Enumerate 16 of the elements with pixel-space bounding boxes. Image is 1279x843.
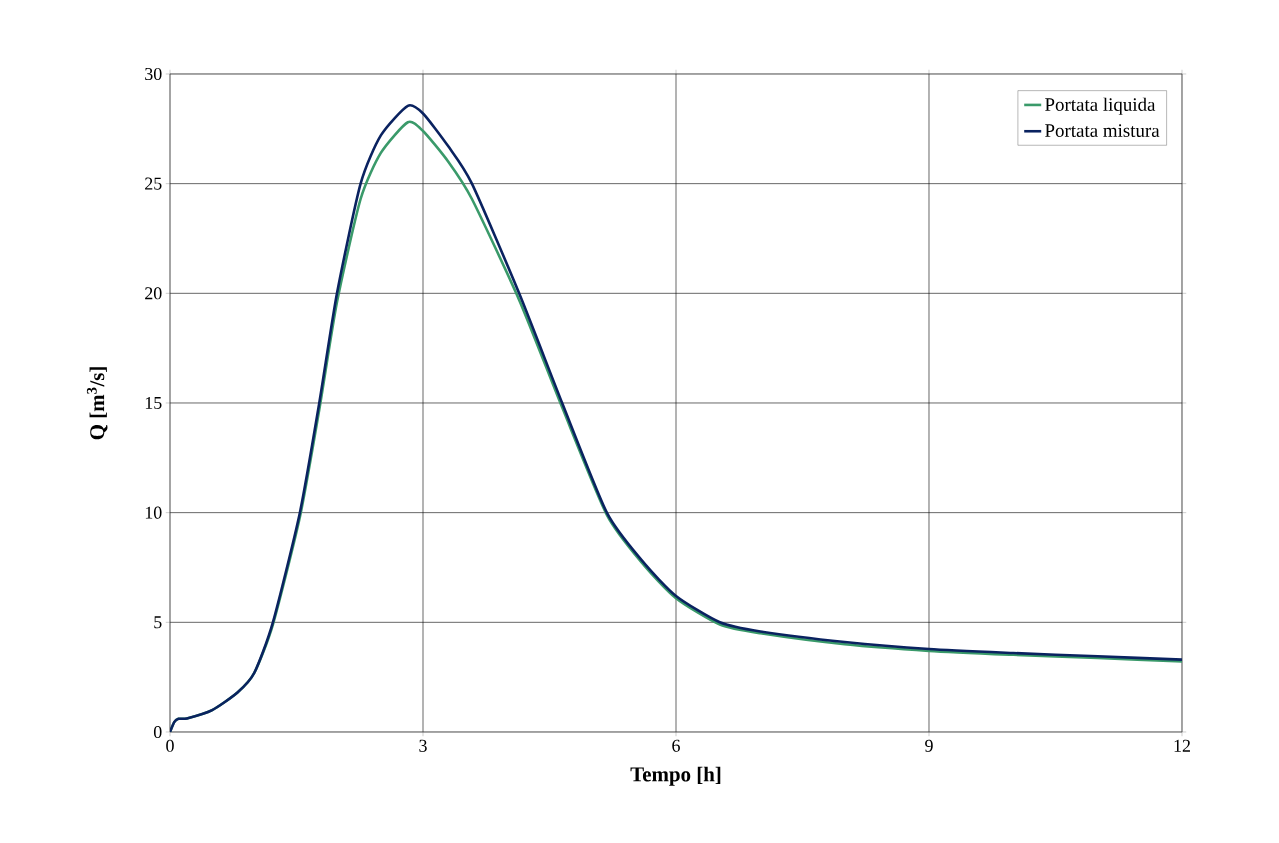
y-tick-label: 20 (145, 287, 162, 300)
x-tick-label: 12 (1174, 739, 1190, 752)
x-tick-label: 9 (925, 739, 933, 752)
y-tick-label: 5 (154, 616, 162, 629)
x-tick-label: 0 (166, 739, 174, 752)
y-tick-label: 30 (145, 67, 162, 81)
y-axis-title: Q [m$^{3}$/s] (86, 367, 108, 440)
y-tick-label: 15 (145, 396, 162, 409)
legend-label: Portata liquida (1045, 97, 1156, 115)
y-tick-label: 0 (153, 725, 162, 739)
x-tick-label: 6 (672, 739, 680, 752)
y-tick-label: 25 (145, 177, 162, 190)
x-tick-label: 3 (419, 739, 427, 752)
legend-label: Portata mistura (1045, 124, 1160, 137)
x-axis-title: Tempo [h] (630, 766, 721, 786)
y-tick-label: 10 (145, 506, 162, 519)
